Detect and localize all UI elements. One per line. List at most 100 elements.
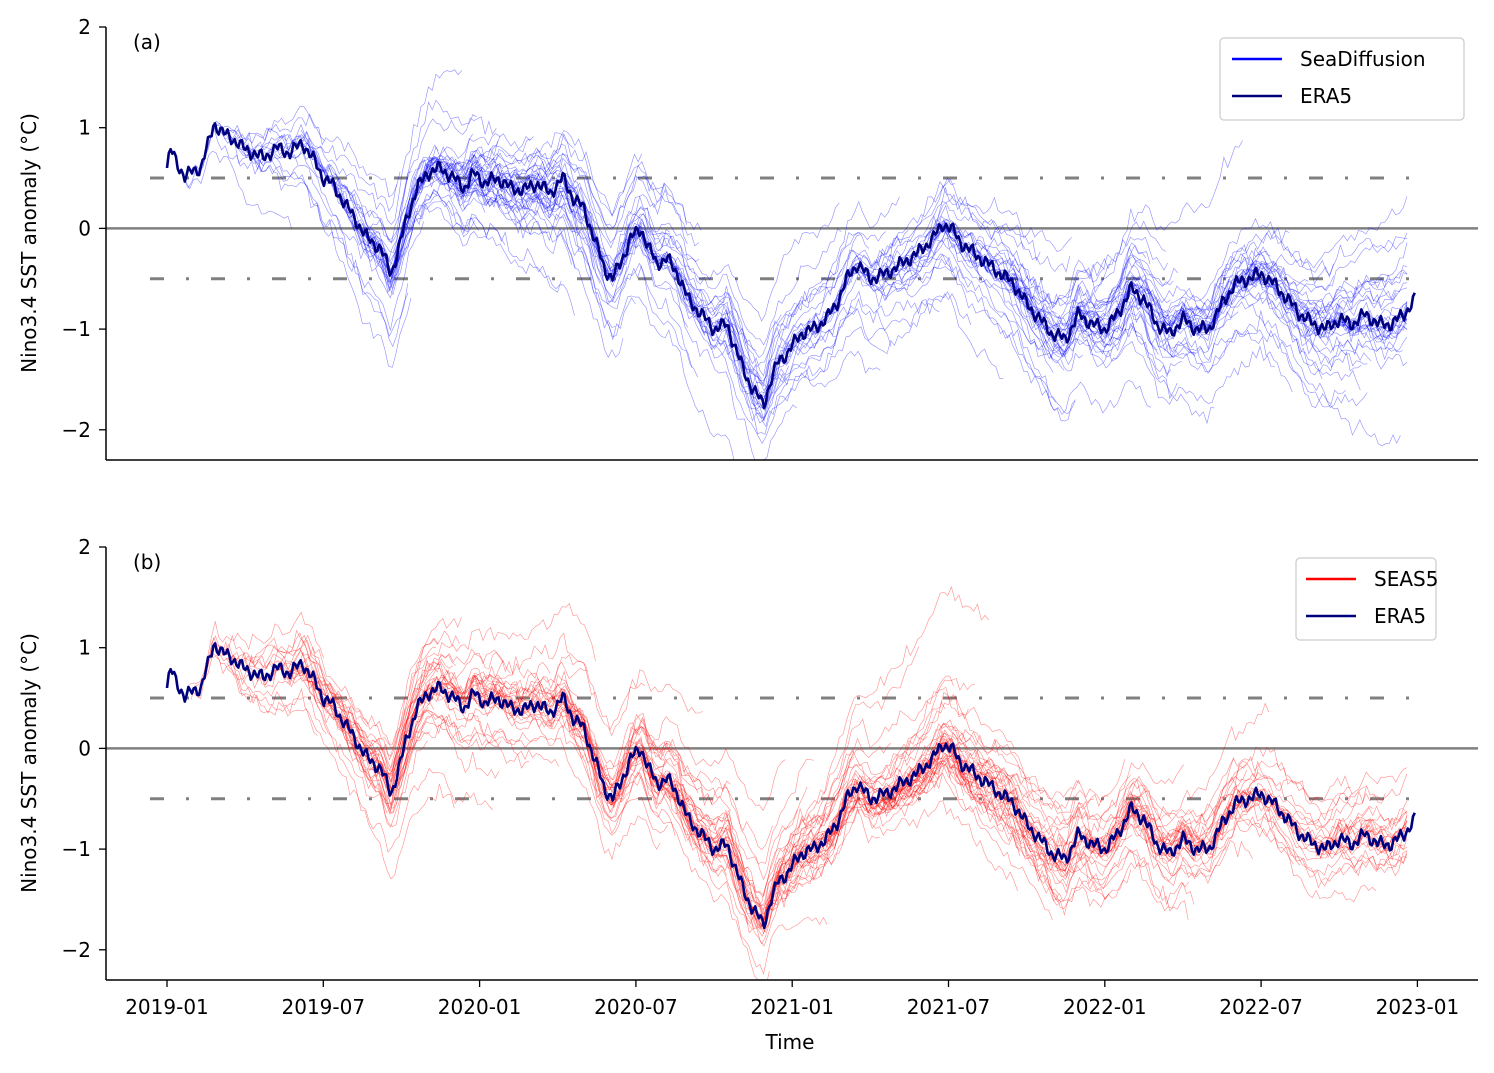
x-tick-label: 2021-07 bbox=[907, 995, 991, 1019]
y-tick-label: 1 bbox=[78, 116, 91, 140]
ensemble-trajectory bbox=[886, 741, 1109, 916]
x-tick-label: 2019-01 bbox=[125, 995, 209, 1019]
ensemble-trajectory bbox=[1112, 287, 1346, 405]
ensemble-trajectory bbox=[865, 732, 1079, 861]
ensemble-trajectory bbox=[744, 307, 892, 411]
ensemble-trajectory bbox=[498, 654, 704, 731]
ensemble-trajectory bbox=[1037, 294, 1195, 357]
panel-a: 2 1 0 −1 −2 (a) Nino3.4 SST anomaly (°C) Sea… bbox=[17, 15, 1478, 461]
ensemble-trajectory bbox=[922, 742, 1046, 830]
ensemble-trajectory bbox=[979, 763, 1094, 828]
ensemble-trajectory bbox=[1010, 800, 1189, 920]
ensemble-trajectory bbox=[477, 677, 621, 781]
ensemble-trajectory bbox=[629, 744, 748, 925]
ensemble-trajectory bbox=[477, 154, 670, 248]
ensemble-trajectory bbox=[1209, 275, 1323, 380]
ensemble-trajectory bbox=[192, 656, 387, 801]
y-tick-label: −2 bbox=[62, 418, 91, 442]
ensemble-trajectory bbox=[1180, 787, 1404, 861]
ensemble-trajectory bbox=[354, 134, 473, 271]
ensemble-trajectory bbox=[1335, 815, 1408, 852]
ensemble-trajectory bbox=[351, 194, 506, 296]
ensemble-trajectory bbox=[591, 726, 732, 812]
ensemble-trajectory bbox=[529, 130, 687, 225]
ensemble-trajectory bbox=[609, 202, 840, 322]
x-tick-label: 2022-07 bbox=[1219, 995, 1303, 1019]
ensemble-trajectory bbox=[818, 691, 1044, 853]
ensemble-trajectory bbox=[614, 229, 797, 460]
ensemble-trajectory bbox=[1028, 757, 1235, 851]
ensemble-trajectory bbox=[1227, 260, 1348, 331]
x-tick-label: 2022-01 bbox=[1063, 995, 1147, 1019]
ensemble-trajectory bbox=[184, 127, 408, 348]
ensemble-trajectory bbox=[404, 710, 530, 769]
ensemble-trajectory bbox=[909, 219, 1033, 305]
ensemble-trajectory bbox=[1216, 802, 1408, 887]
ensemble-trajectory bbox=[710, 736, 928, 910]
ensemble-trajectory bbox=[577, 716, 798, 881]
ensemble-trajectory bbox=[1193, 784, 1386, 847]
ensemble-trajectory bbox=[240, 134, 420, 292]
y-ticks: 2 1 0 −1 −2 bbox=[62, 535, 106, 962]
ensemble-trajectory bbox=[1086, 802, 1277, 882]
ensemble-trajectory bbox=[1238, 276, 1368, 372]
ensemble-trajectory bbox=[914, 738, 1042, 862]
ensemble-trajectory bbox=[941, 220, 1167, 308]
ensemble-trajectory bbox=[1107, 760, 1333, 847]
ensemble-trajectory bbox=[712, 737, 892, 907]
ensemble-trajectory bbox=[482, 171, 693, 368]
ensemble-trajectory bbox=[1156, 230, 1334, 328]
ensemble-trajectory bbox=[418, 132, 643, 217]
ensemble-trajectory bbox=[513, 706, 722, 863]
ensemble-trajectory bbox=[431, 168, 578, 217]
ensemble-trajectory bbox=[1082, 314, 1275, 404]
ensemble-trajectory bbox=[760, 754, 965, 925]
ensemble-trajectory bbox=[885, 228, 1092, 353]
ensemble-trajectory bbox=[375, 724, 500, 814]
panel-label: (b) bbox=[133, 550, 161, 574]
ensemble-trajectory bbox=[617, 754, 814, 865]
ensemble-trajectory bbox=[844, 256, 954, 295]
ensemble-trajectory bbox=[433, 163, 588, 219]
ensemble-trajectory bbox=[849, 178, 1052, 309]
ensemble-trajectory bbox=[351, 190, 562, 293]
ensemble-trajectory bbox=[223, 136, 417, 299]
ensemble-trajectory bbox=[1212, 196, 1408, 319]
ensemble-trajectory bbox=[320, 99, 477, 245]
ensemble-trajectory bbox=[483, 674, 673, 781]
y-tick-label: 2 bbox=[78, 15, 91, 39]
ensemble-trajectory bbox=[181, 150, 292, 229]
ensemble-trajectory bbox=[647, 750, 855, 897]
ensemble-trajectory bbox=[423, 170, 572, 265]
ensemble-trajectory bbox=[718, 231, 886, 387]
ensemble-trajectory bbox=[408, 683, 623, 807]
ensemble-trajectory bbox=[765, 677, 975, 911]
ensemble-trajectory bbox=[637, 228, 842, 346]
ensemble-trajectory bbox=[500, 688, 699, 794]
ensemble-trajectory bbox=[555, 694, 691, 846]
y-tick-label: 0 bbox=[78, 736, 91, 760]
ensemble-trajectory bbox=[643, 756, 753, 930]
ensemble-trajectory bbox=[356, 200, 475, 290]
panel-b: 2 1 0 −1 −2 2019-01 2019-07 2020-01 2020-07 2021… bbox=[17, 535, 1478, 1054]
ensemble-trajectory bbox=[446, 162, 616, 329]
ensemble-trajectory bbox=[1226, 273, 1397, 328]
ensemble-trajectory bbox=[1102, 785, 1237, 848]
ensemble-trajectory bbox=[565, 714, 770, 980]
era5-series bbox=[165, 122, 1416, 410]
ensemble-trajectory bbox=[1281, 269, 1408, 302]
ensemble-trajectory bbox=[943, 219, 1067, 358]
ensemble-trajectory bbox=[225, 629, 368, 727]
ensemble-trajectory bbox=[1194, 288, 1361, 391]
ensemble-trajectory bbox=[1009, 803, 1184, 870]
legend-label-seadiffusion: SeaDiffusion bbox=[1300, 47, 1426, 71]
ensemble-trajectory bbox=[1227, 776, 1351, 821]
ensemble-trajectory bbox=[948, 751, 1132, 910]
era5-line bbox=[165, 122, 1416, 410]
ensemble-trajectory bbox=[757, 723, 991, 927]
ensemble-trajectory bbox=[557, 175, 704, 280]
ensemble-trajectory bbox=[586, 726, 773, 851]
reference-lines bbox=[106, 696, 1478, 801]
ensemble-trajectory bbox=[534, 700, 727, 876]
ensemble-trajectory bbox=[830, 759, 1048, 873]
